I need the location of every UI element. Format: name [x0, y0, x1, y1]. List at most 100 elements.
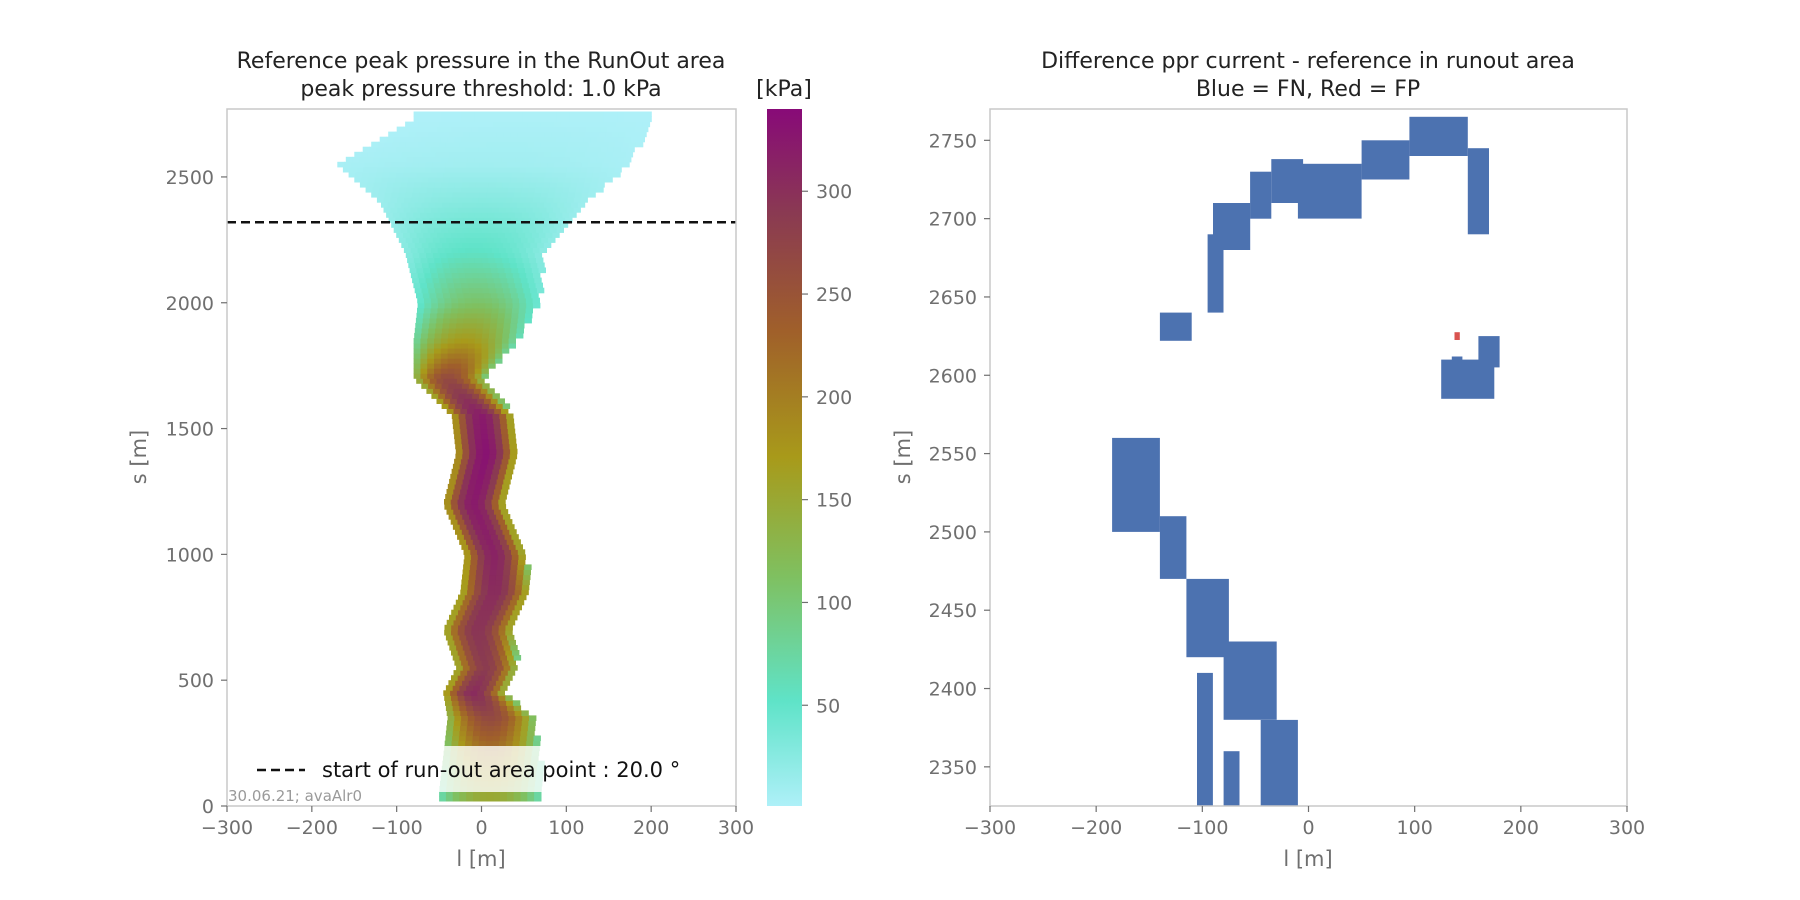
pressure-cell	[481, 348, 489, 354]
pressure-cell	[522, 227, 530, 233]
pressure-cell	[465, 413, 473, 420]
pressure-cell	[490, 564, 498, 570]
pressure-cell	[475, 383, 483, 389]
pressure-cell	[583, 116, 591, 123]
pressure-cell	[481, 353, 489, 359]
pressure-cell	[425, 237, 434, 243]
pressure-cell	[460, 212, 469, 218]
pressure-cell	[414, 182, 422, 188]
pressure-cell	[431, 166, 439, 173]
pressure-cell	[569, 187, 577, 193]
pressure-cell	[535, 156, 544, 163]
pressure-cell	[510, 645, 518, 651]
pressure-cell	[516, 242, 525, 248]
pressure-cell	[476, 645, 484, 651]
pressure-cell	[482, 680, 490, 686]
pressure-cell	[503, 242, 511, 248]
pressure-cell	[470, 267, 479, 274]
pressure-cell	[475, 574, 483, 581]
pressure-cell	[513, 735, 521, 742]
pressure-cell	[474, 483, 483, 490]
pressure-cell	[500, 277, 508, 284]
pressure-cell	[420, 257, 428, 264]
pressure-cell	[470, 171, 479, 178]
pressure-cell	[589, 187, 597, 193]
pressure-cell	[459, 418, 467, 425]
pressure-cell	[479, 705, 488, 711]
pressure-cell	[529, 116, 537, 123]
pressure-cell	[557, 176, 566, 183]
pressure-cell	[529, 111, 537, 118]
pressure-cell	[445, 700, 453, 706]
pressure-cell	[535, 111, 544, 118]
pressure-cell	[467, 368, 476, 374]
pressure-cell	[421, 332, 429, 339]
pressure-cell	[460, 282, 469, 289]
pressure-cell	[505, 126, 513, 133]
pressure-cell	[500, 423, 508, 430]
pressure-cell	[481, 116, 489, 123]
pressure-cell	[470, 317, 478, 324]
pressure-cell	[408, 176, 416, 183]
pressure-cell	[474, 187, 482, 193]
pressure-cell	[453, 408, 461, 414]
pressure-cell	[509, 202, 518, 208]
pressure-cell	[495, 544, 503, 550]
pressure-cell	[505, 307, 513, 314]
pressure-cell	[508, 720, 516, 726]
pressure-cell	[503, 327, 511, 334]
pressure-cell	[540, 161, 549, 168]
pressure-cell	[476, 569, 484, 576]
pressure-cell	[444, 197, 453, 203]
pressure-cell	[516, 332, 524, 339]
pressure-cell	[413, 373, 421, 379]
pressure-cell	[454, 639, 462, 646]
pressure-cell	[467, 619, 475, 626]
pressure-cell	[466, 685, 474, 691]
pressure-cell	[632, 131, 640, 138]
pressure-cell	[465, 740, 473, 747]
pressure-cell	[494, 458, 503, 465]
pressure-cell	[539, 247, 547, 253]
pressure-cell	[417, 197, 425, 203]
pressure-cell	[513, 121, 522, 128]
left-y-tick-label: 2500	[166, 167, 214, 189]
pressure-cell	[622, 141, 630, 148]
pressure-cell	[493, 795, 501, 802]
pressure-cell	[439, 121, 447, 128]
pressure-cell	[495, 116, 503, 123]
pressure-cell	[478, 504, 486, 510]
pressure-cell	[510, 217, 519, 223]
right-y-tick-label: 2400	[929, 679, 977, 701]
pressure-cell	[461, 368, 469, 374]
pressure-cell	[617, 111, 625, 118]
pressure-cell	[489, 327, 497, 334]
pressure-cell	[539, 126, 547, 133]
pressure-cell	[473, 790, 481, 797]
pressure-cell	[556, 111, 564, 118]
pressure-cell	[512, 740, 520, 747]
pressure-cell	[395, 151, 403, 158]
pressure-cell	[485, 302, 493, 309]
pressure-cell	[488, 257, 496, 264]
pressure-cell	[481, 257, 490, 264]
pressure-cell	[452, 141, 461, 148]
pressure-cell	[391, 222, 399, 228]
pressure-cell	[513, 539, 521, 545]
pressure-cell	[393, 227, 402, 233]
pressure-cell	[429, 292, 437, 299]
pressure-cell	[480, 619, 489, 626]
pressure-cell	[613, 126, 622, 133]
pressure-cell	[511, 534, 519, 540]
pressure-cell	[441, 182, 449, 188]
pressure-cell	[448, 680, 456, 686]
pressure-cell	[501, 338, 510, 344]
pressure-cell	[504, 292, 512, 299]
pressure-cell	[510, 448, 518, 455]
pressure-cell	[423, 378, 431, 384]
pressure-cell	[491, 232, 499, 238]
pressure-cell	[529, 257, 537, 264]
pressure-cell	[491, 146, 500, 153]
pressure-cell	[492, 740, 500, 747]
pressure-cell	[534, 192, 542, 198]
